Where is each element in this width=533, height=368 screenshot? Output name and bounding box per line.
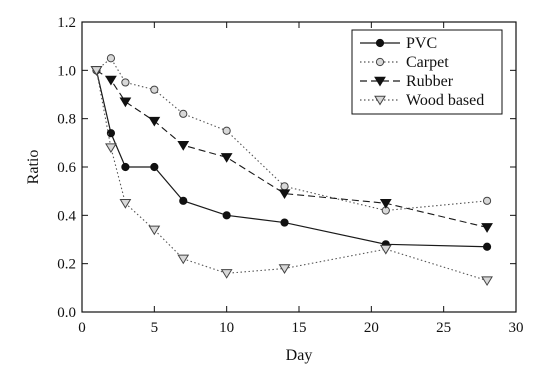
legend-marker-rubber (374, 76, 386, 87)
y-axis-ticks: 0.0 0.2 0.4 0.6 0.8 1.0 1.2 (57, 15, 516, 321)
series-line-carpet (96, 57, 488, 212)
y-tick-label: 1.0 (57, 63, 76, 79)
data-point-wood-based (278, 264, 291, 274)
data-point-rubber (481, 223, 493, 233)
data-point-pvc (106, 129, 116, 138)
y-axis-label: Ratio (25, 150, 42, 185)
y-tick-label: 1.2 (57, 15, 76, 31)
data-point-wood-based (481, 276, 493, 287)
legend-label-wood-based: Wood based (406, 92, 484, 109)
x-tick-label: 25 (436, 320, 451, 336)
data-point-carpet (121, 78, 130, 87)
legend: PVC Carpet Rubber Wood based (351, 29, 503, 115)
data-point-pvc (222, 211, 231, 220)
x-tick-label: 15 (292, 320, 307, 336)
data-point-carpet (150, 85, 159, 94)
legend-label-rubber: Rubber (406, 73, 454, 90)
data-point-wood-based (379, 244, 392, 255)
data-point-pvc (179, 196, 188, 205)
legend-label-carpet: Carpet (406, 54, 449, 71)
x-axis-label: Day (286, 347, 313, 364)
data-point-wood-based (220, 269, 233, 279)
legend-label-pvc: PVC (406, 35, 437, 52)
data-point-rubber (379, 199, 392, 209)
x-tick-label: 20 (364, 320, 379, 336)
legend-marker-wood-based (374, 95, 386, 106)
data-point-wood-based (90, 66, 103, 76)
y-tick-label: 0.8 (57, 112, 76, 128)
data-point-rubber (220, 153, 233, 163)
series-layer (90, 54, 493, 287)
x-tick-label: 5 (151, 320, 159, 336)
series-wood-based (90, 66, 493, 287)
data-point-carpet (280, 182, 289, 191)
x-tick-label: 0 (78, 320, 86, 336)
legend-marker-carpet (375, 57, 385, 67)
data-point-pvc (280, 218, 289, 227)
data-point-rubber (278, 189, 291, 200)
data-point-wood-based (177, 254, 190, 265)
data-point-pvc (482, 242, 492, 251)
data-point-carpet (106, 54, 116, 63)
data-point-rubber (119, 97, 132, 108)
data-point-carpet (482, 196, 492, 205)
data-point-wood-based (105, 143, 117, 154)
data-point-rubber (105, 75, 117, 86)
data-point-carpet (222, 126, 231, 135)
y-tick-label: 0.4 (57, 208, 76, 224)
x-axis-ticks: 0 5 10 15 20 25 30 (78, 22, 524, 336)
series-rubber (90, 66, 493, 233)
data-point-pvc (121, 162, 130, 172)
data-point-rubber (148, 116, 161, 127)
series-carpet (92, 54, 492, 215)
y-tick-label: 0.6 (57, 160, 76, 176)
legend-marker-pvc (375, 38, 385, 48)
data-point-rubber (177, 141, 190, 151)
data-point-wood-based (119, 199, 132, 209)
x-tick-label: 30 (509, 320, 524, 336)
data-point-pvc (150, 162, 159, 172)
x-tick-label: 10 (219, 320, 234, 336)
data-point-wood-based (148, 225, 161, 236)
y-tick-label: 0.2 (57, 257, 76, 273)
y-tick-label: 0.0 (57, 305, 76, 321)
data-point-carpet (179, 109, 188, 118)
